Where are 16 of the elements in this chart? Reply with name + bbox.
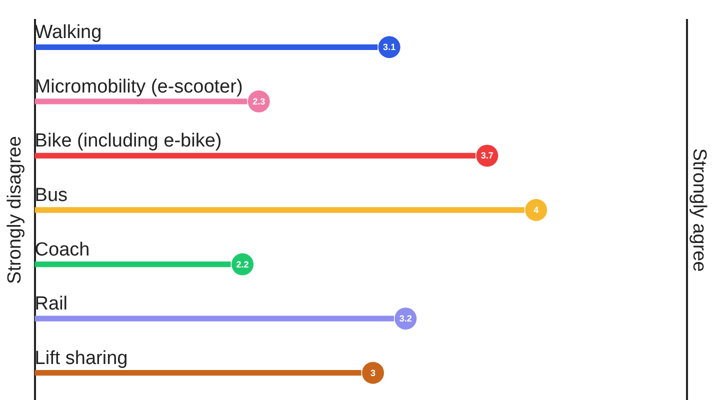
- data-label: 4: [534, 204, 539, 215]
- data-label: 3.2: [399, 314, 412, 324]
- y-tick-label: Lift sharing: [34, 348, 128, 369]
- data-label: 3.7: [480, 150, 494, 161]
- y-tick-label: Coach: [34, 239, 90, 260]
- y2-axis-title: Strongly agree: [688, 148, 710, 272]
- data-label: 3: [370, 368, 376, 378]
- y-tick-label: Bike (including e-bike): [34, 130, 222, 152]
- y-tick-label: Micromobility (e-scooter): [34, 76, 243, 98]
- data-label: 2.2: [236, 259, 249, 270]
- y-tick-label: Walking: [34, 22, 102, 44]
- y-tick-label: Rail: [34, 294, 68, 315]
- y-axis-title: Strongly disagree: [4, 136, 26, 284]
- data-label: 3.1: [383, 42, 396, 52]
- y-tick-label: Bus: [34, 185, 68, 206]
- data-label: 2.3: [252, 96, 266, 106]
